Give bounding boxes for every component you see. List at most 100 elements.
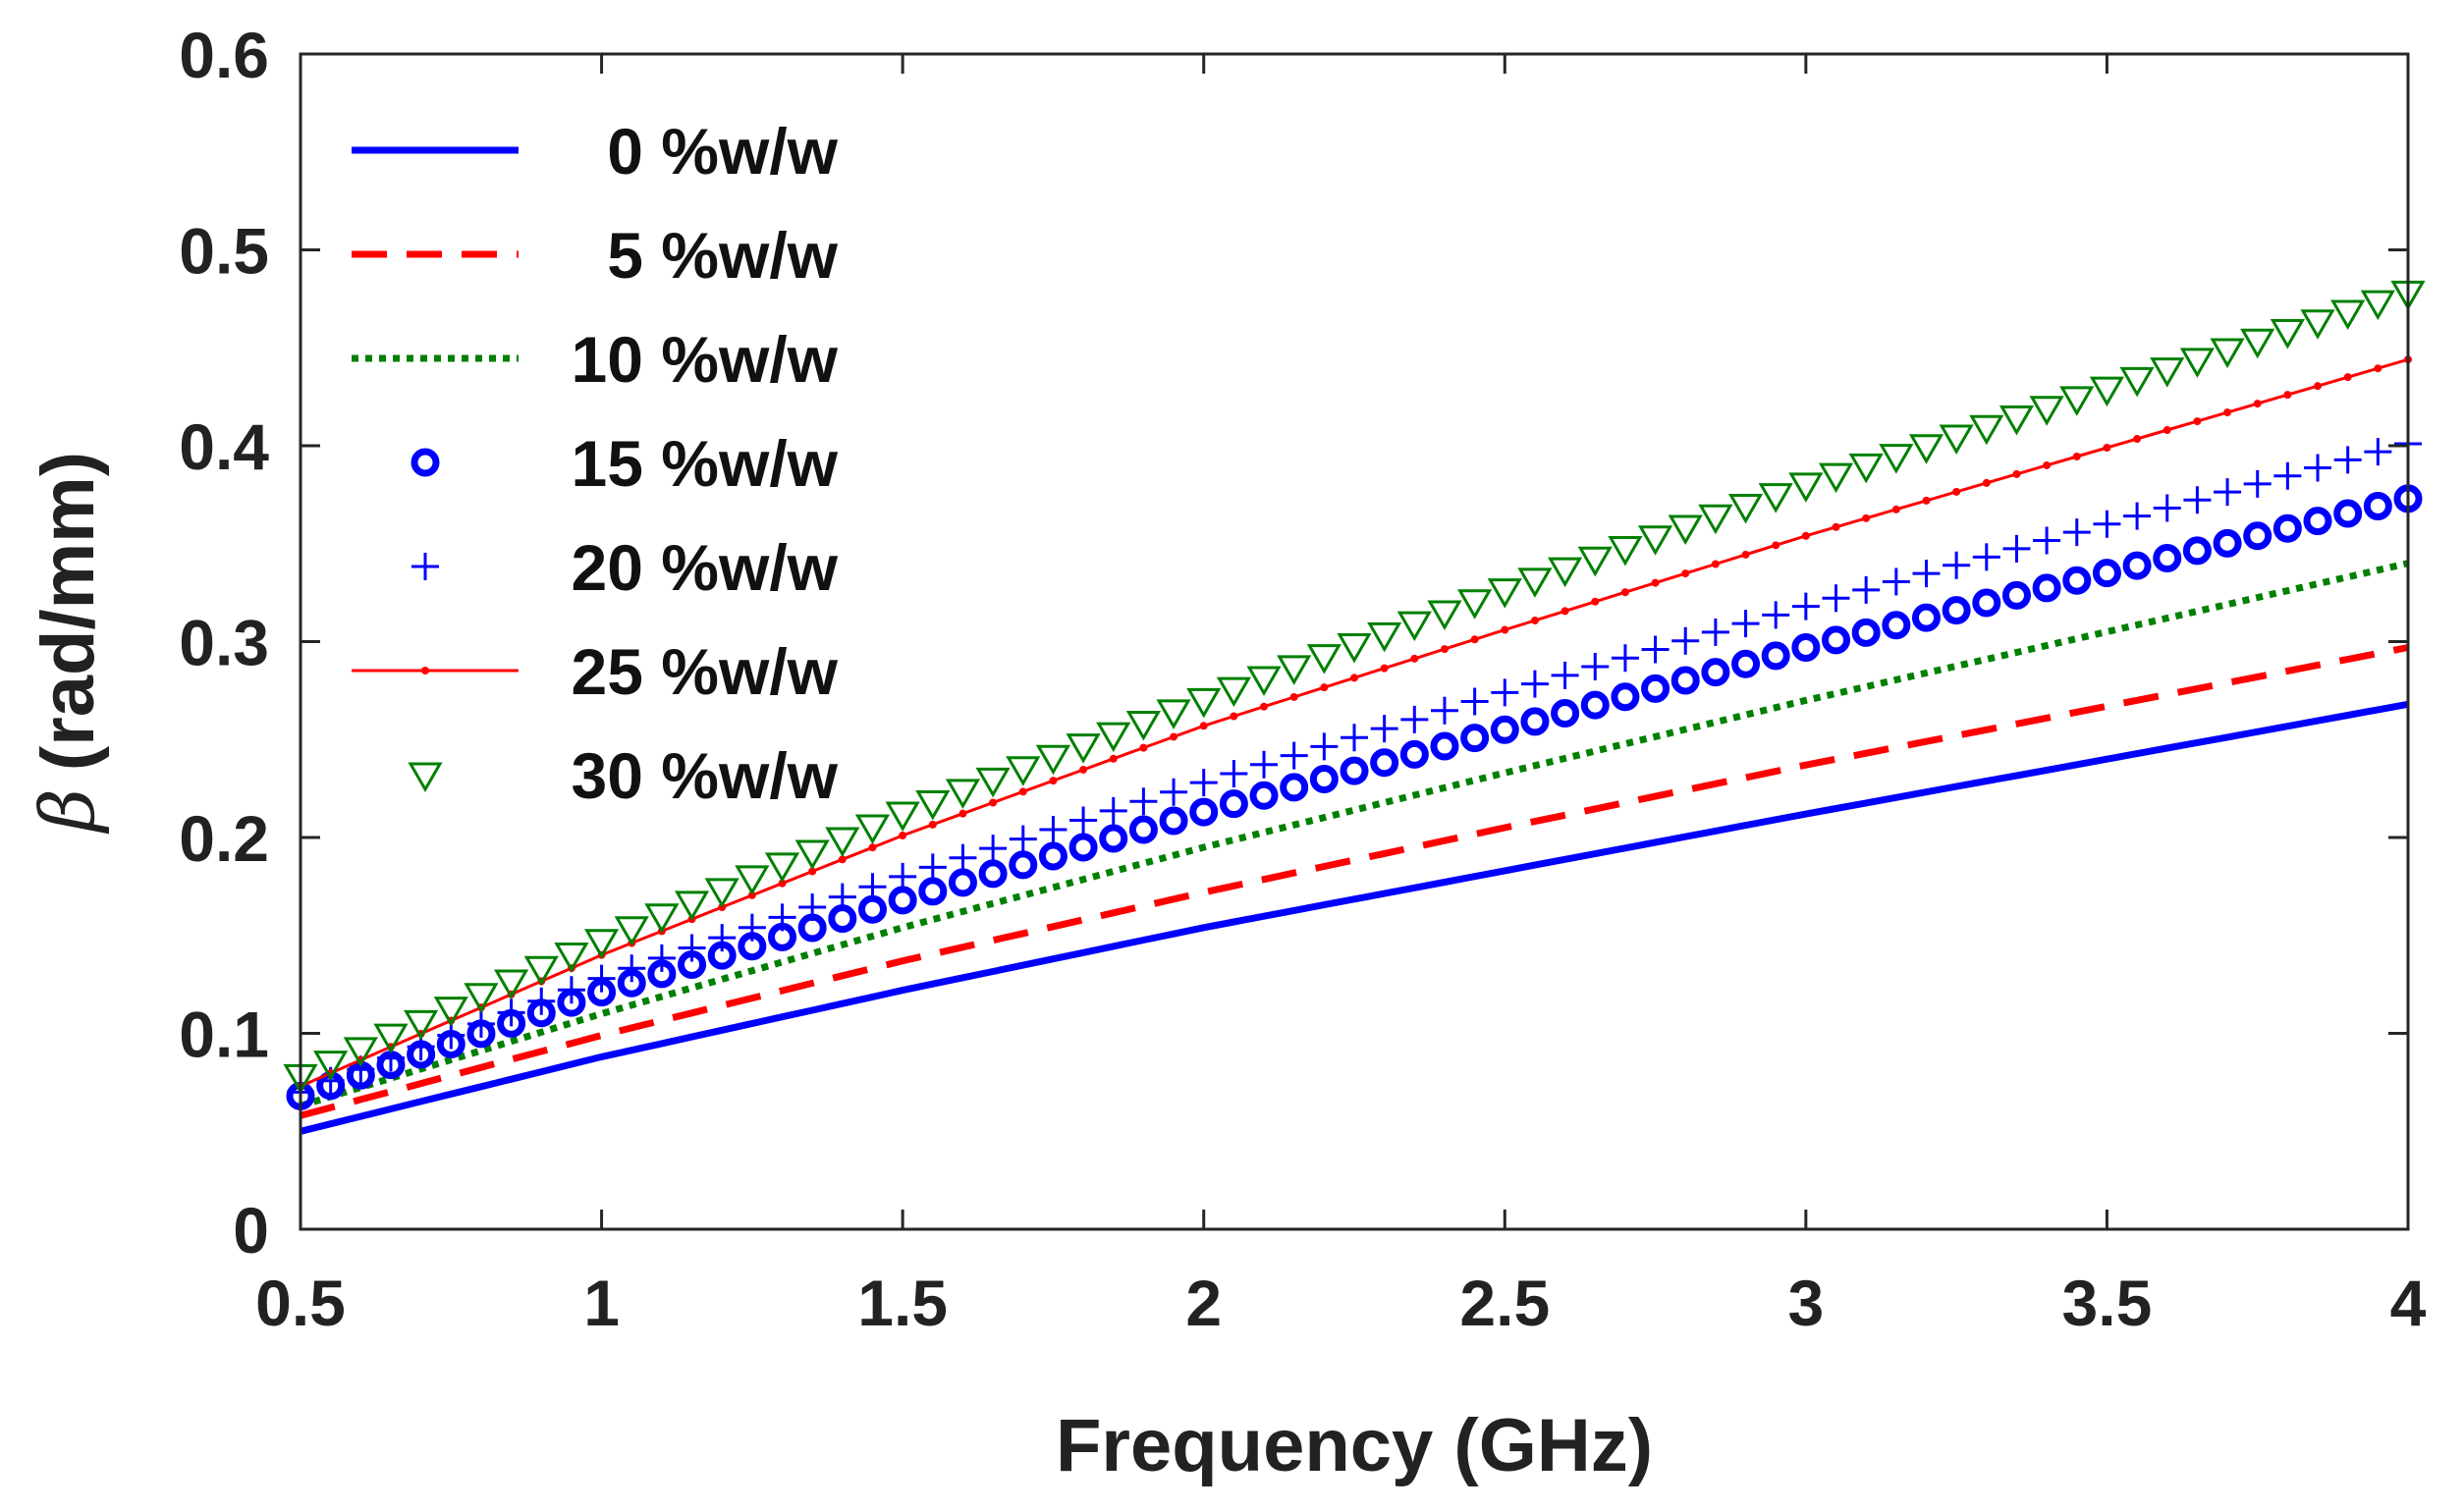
series-point	[1982, 478, 1991, 487]
series-point	[975, 767, 1011, 798]
x-tick-label: 1.5	[857, 1267, 948, 1339]
series-point	[798, 893, 827, 922]
series-point	[2330, 299, 2366, 330]
series-point	[949, 843, 977, 872]
series-point	[313, 1051, 349, 1081]
legend: 0 %w/w 5 %w/w 10 %w/w 15 %w/w 20 %w/w 25 %w/w…	[352, 115, 839, 812]
series-point	[2304, 454, 2332, 482]
series-point	[433, 997, 468, 1027]
legend-label: 30 %w/w	[572, 739, 839, 812]
series-point	[1370, 715, 1398, 743]
series-point	[674, 890, 710, 921]
series-point	[1246, 666, 1282, 697]
series-point	[1591, 597, 1600, 606]
series-point	[2182, 536, 2212, 566]
series-point	[1969, 414, 2004, 446]
legend-entry: 10 %w/w	[352, 323, 839, 396]
series-point	[373, 1023, 409, 1054]
series-point	[858, 873, 887, 901]
series-point	[2153, 544, 2182, 573]
series-point	[2183, 486, 2212, 514]
series-point	[1079, 765, 1088, 774]
series-point	[1109, 754, 1118, 763]
series-point	[404, 1009, 439, 1041]
series-point	[2333, 499, 2363, 528]
series-point	[1310, 732, 1339, 761]
series-point	[1139, 743, 1148, 752]
series-point	[1698, 504, 1733, 535]
series-point	[2333, 446, 2362, 474]
series-point	[854, 814, 891, 845]
series-point	[1818, 462, 1854, 494]
series-point	[1942, 596, 1971, 625]
series-point	[1069, 806, 1098, 835]
series-point	[1641, 635, 1670, 664]
series-point	[2179, 348, 2215, 378]
y-tick-label: 0.6	[179, 19, 269, 91]
series-point	[1517, 567, 1553, 598]
series-point	[1668, 514, 1703, 545]
series-point	[644, 903, 680, 934]
series-point	[2150, 357, 2185, 388]
series-point	[1009, 850, 1038, 880]
series-point	[554, 943, 589, 973]
series-point	[1501, 625, 1509, 634]
legend-entry: 30 %w/w	[408, 739, 839, 812]
series-point	[1457, 589, 1493, 620]
series-point	[1972, 543, 2000, 571]
series-point	[945, 779, 981, 809]
series-point	[1189, 797, 1219, 827]
x-axis-title: Frequency (GHz)	[1056, 1404, 1653, 1487]
series-point	[1651, 578, 1660, 587]
series-point	[838, 855, 847, 864]
series-point	[1791, 592, 1820, 621]
series-point	[1350, 674, 1358, 682]
series-point	[794, 839, 830, 870]
series-point	[2062, 566, 2092, 595]
series-point	[1199, 722, 1208, 730]
series-point	[1879, 444, 1914, 474]
series-point	[1999, 405, 2035, 436]
series-point	[1128, 815, 1158, 844]
series-point	[1801, 531, 1810, 540]
series-point	[2193, 417, 2202, 426]
series-point	[1520, 707, 1550, 736]
series-point	[583, 929, 620, 959]
series-point	[1611, 682, 1640, 712]
series-point	[948, 868, 977, 897]
series-point	[497, 998, 525, 1027]
series-point	[1380, 664, 1389, 673]
series-point	[1788, 472, 1824, 503]
series-point	[1561, 607, 1569, 616]
series-point	[1641, 674, 1670, 703]
series-point	[889, 862, 917, 890]
legend-label: 10 %w/w	[572, 323, 839, 396]
legend-entry: 5 %w/w	[352, 219, 839, 292]
y-tick-label: 0.1	[179, 998, 269, 1071]
series-point	[1280, 741, 1308, 770]
series-point	[978, 859, 1008, 889]
series-point	[1440, 645, 1449, 654]
series-point	[2153, 494, 2181, 522]
series-point	[1491, 678, 1519, 707]
series-point	[466, 1009, 495, 1038]
series-point	[1551, 661, 1579, 689]
series-point	[1049, 777, 1058, 785]
legend-label: 5 %w/w	[607, 219, 838, 292]
series-point	[1337, 632, 1372, 664]
series-point	[557, 976, 585, 1004]
series-point	[738, 913, 766, 942]
series-point	[1912, 560, 1941, 588]
series-point	[464, 983, 499, 1013]
series-point	[1851, 618, 1881, 647]
series-point	[1219, 789, 1248, 819]
legend-entry: 20 %w/w	[411, 531, 839, 604]
series-point	[1006, 756, 1041, 786]
series-point	[1772, 541, 1780, 550]
series-point	[1490, 715, 1519, 744]
series-point	[2214, 478, 2242, 507]
series-point	[1580, 690, 1610, 720]
series-point	[735, 865, 770, 895]
series-point	[1637, 525, 1673, 556]
series-point	[1848, 453, 1884, 484]
